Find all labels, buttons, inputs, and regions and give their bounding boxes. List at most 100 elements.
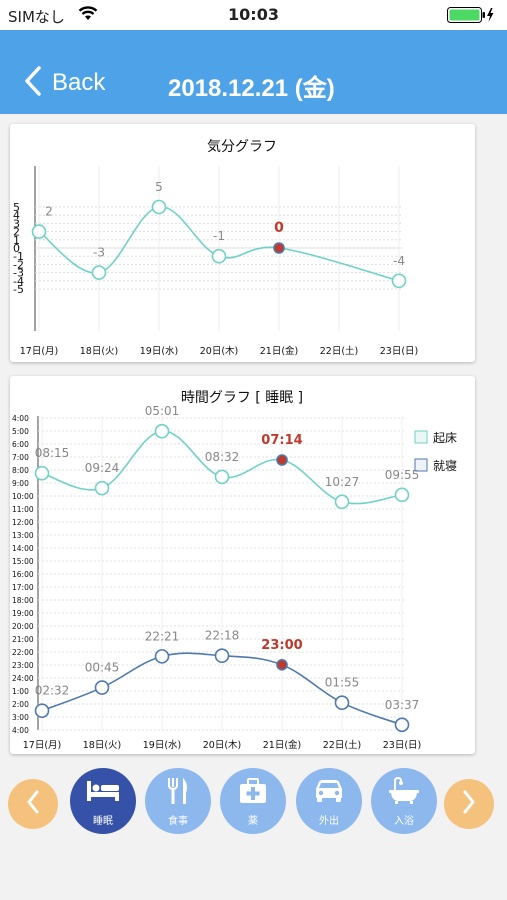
wake-point — [394, 487, 410, 503]
wake-value-label: 07:14 — [261, 433, 302, 448]
mood-y-tick: -5 — [13, 283, 24, 296]
mood-x-tick: 17日(月) — [20, 346, 59, 357]
sleep-point — [154, 649, 170, 664]
back-button[interactable]: Back — [24, 66, 105, 100]
sleep-value-label: 01:55 — [325, 676, 360, 690]
mood-chart-title: 気分グラフ — [207, 139, 277, 155]
sleep-value-label: 22:21 — [145, 629, 180, 643]
sleep-point — [276, 659, 288, 671]
sleep-value-label: 22:18 — [205, 629, 240, 643]
bath-button-label: 入浴 — [394, 815, 414, 827]
sleep-point — [334, 695, 350, 710]
next-day-button[interactable] — [444, 779, 494, 829]
mood-point — [151, 199, 167, 215]
meal-button-label: 食事 — [168, 815, 188, 827]
sleep-point — [394, 717, 410, 733]
time-y-tick: 5:00 — [12, 427, 29, 436]
mood-y-tick: -1 — [13, 250, 24, 263]
status-bar: SIMなし 10:03 — [0, 0, 507, 30]
wake-point — [214, 469, 230, 485]
mood-y-tick: -3 — [13, 267, 24, 280]
mood-point — [273, 242, 285, 254]
time-y-tick: 12:00 — [12, 518, 34, 527]
battery-icon — [447, 7, 495, 27]
chevron-left-icon — [24, 66, 42, 100]
sleep-value-label: 02:32 — [35, 684, 70, 698]
sleep-point — [34, 703, 50, 719]
mood-x-tick: 20日(木) — [200, 345, 239, 357]
wake-value-label: 08:32 — [205, 450, 240, 464]
mood-y-tick: 0 — [13, 242, 20, 255]
sleep-point — [214, 648, 230, 664]
outing-button-label: 外出 — [319, 815, 339, 827]
time-x-tick: 18日(火) — [83, 740, 122, 751]
legend-wake-swatch — [414, 430, 428, 444]
wake-point — [34, 465, 50, 481]
fork-knife-icon — [164, 776, 192, 806]
navigation-bar: Back 2018.12.21 (金) — [0, 30, 507, 114]
time-y-tick: 17:00 — [12, 583, 34, 592]
time-y-tick: 15:00 — [12, 557, 34, 566]
medicine-button[interactable]: 薬 — [220, 768, 286, 834]
time-y-tick: 6:00 — [12, 440, 29, 449]
outing-button[interactable]: 外出 — [296, 768, 362, 834]
sleep-value-label: 23:00 — [261, 638, 302, 653]
bath-button[interactable]: 入浴 — [371, 768, 437, 834]
wake-value-label: 10:27 — [325, 475, 360, 489]
time-y-tick: 18:00 — [12, 596, 34, 605]
time-y-tick: 20:00 — [12, 622, 34, 631]
sleep-button-label: 睡眠 — [93, 815, 113, 827]
time-y-tick: 1:00 — [12, 687, 29, 696]
car-icon — [312, 776, 346, 806]
time-y-tick: 10:00 — [12, 492, 34, 501]
time-y-tick: 21:00 — [12, 635, 34, 644]
time-chart-card: 時間グラフ [ 睡眠 ] 4:00 5:00 6:00 7:00 8:00 9:00 10:0… — [10, 376, 475, 754]
mood-x-tick: 18日(火) — [80, 346, 119, 357]
time-x-tick: 19日(水) — [143, 739, 182, 751]
wake-value-label: 08:15 — [35, 446, 70, 460]
mood-point — [91, 265, 107, 280]
time-y-tick: 24:00 — [12, 674, 34, 683]
medicine-button-label: 薬 — [248, 815, 258, 827]
time-y-tick: 7:00 — [12, 453, 29, 462]
legend-wake-label: 起床 — [433, 431, 457, 445]
mood-chart-card: 気分グラフ 5 4 3 2 1 0 -1 -2 -3 -4 -5 17日(月) 18日(火) 19日(水) 2… — [10, 124, 475, 362]
wake-point — [276, 454, 288, 466]
mood-point — [211, 248, 227, 264]
mood-x-tick: 21日(金) — [260, 345, 299, 357]
chevron-right-icon — [461, 789, 477, 819]
time-y-tick: 14:00 — [12, 544, 34, 553]
mood-value-label: -4 — [393, 254, 405, 268]
time-y-tick: 4:00 — [12, 726, 29, 735]
wake-value-label: 09:24 — [85, 461, 120, 475]
time-y-tick: 13:00 — [12, 531, 34, 540]
legend-sleep-label: 就寝 — [433, 458, 457, 473]
time-y-tick: 3:00 — [12, 713, 29, 722]
mood-y-tick: 2 — [13, 226, 20, 239]
mood-value-label: 0 — [274, 220, 284, 236]
bed-icon — [85, 776, 121, 806]
mood-value-label: -3 — [93, 246, 105, 260]
time-chart-title: 時間グラフ [ 睡眠 ] — [181, 390, 303, 406]
previous-day-button[interactable] — [8, 779, 58, 829]
time-x-tick: 21日(金) — [263, 739, 302, 751]
wake-point — [334, 494, 350, 510]
mood-value-label: -1 — [213, 229, 225, 243]
meal-button[interactable]: 食事 — [145, 768, 211, 834]
mood-value-label: 5 — [155, 180, 163, 194]
mood-x-tick: 22日(土) — [320, 345, 359, 357]
sleep-value-label: 00:45 — [85, 661, 120, 675]
page-title: 2018.12.21 (金) — [168, 75, 335, 102]
time-y-tick: 2:00 — [12, 700, 29, 709]
time-y-tick: 11:00 — [12, 505, 34, 514]
medical-kit-icon — [238, 776, 268, 806]
sleep-button[interactable]: 睡眠 — [70, 768, 136, 834]
mood-y-tick: 3 — [13, 217, 20, 230]
time-y-tick: 16:00 — [12, 570, 34, 579]
time-y-tick: 22:00 — [12, 648, 34, 657]
category-button-row: 睡眠 食事 薬 — [0, 766, 507, 842]
sleep-point — [94, 680, 110, 695]
wake-value-label: 09:55 — [385, 468, 420, 482]
wifi-icon — [78, 6, 98, 26]
